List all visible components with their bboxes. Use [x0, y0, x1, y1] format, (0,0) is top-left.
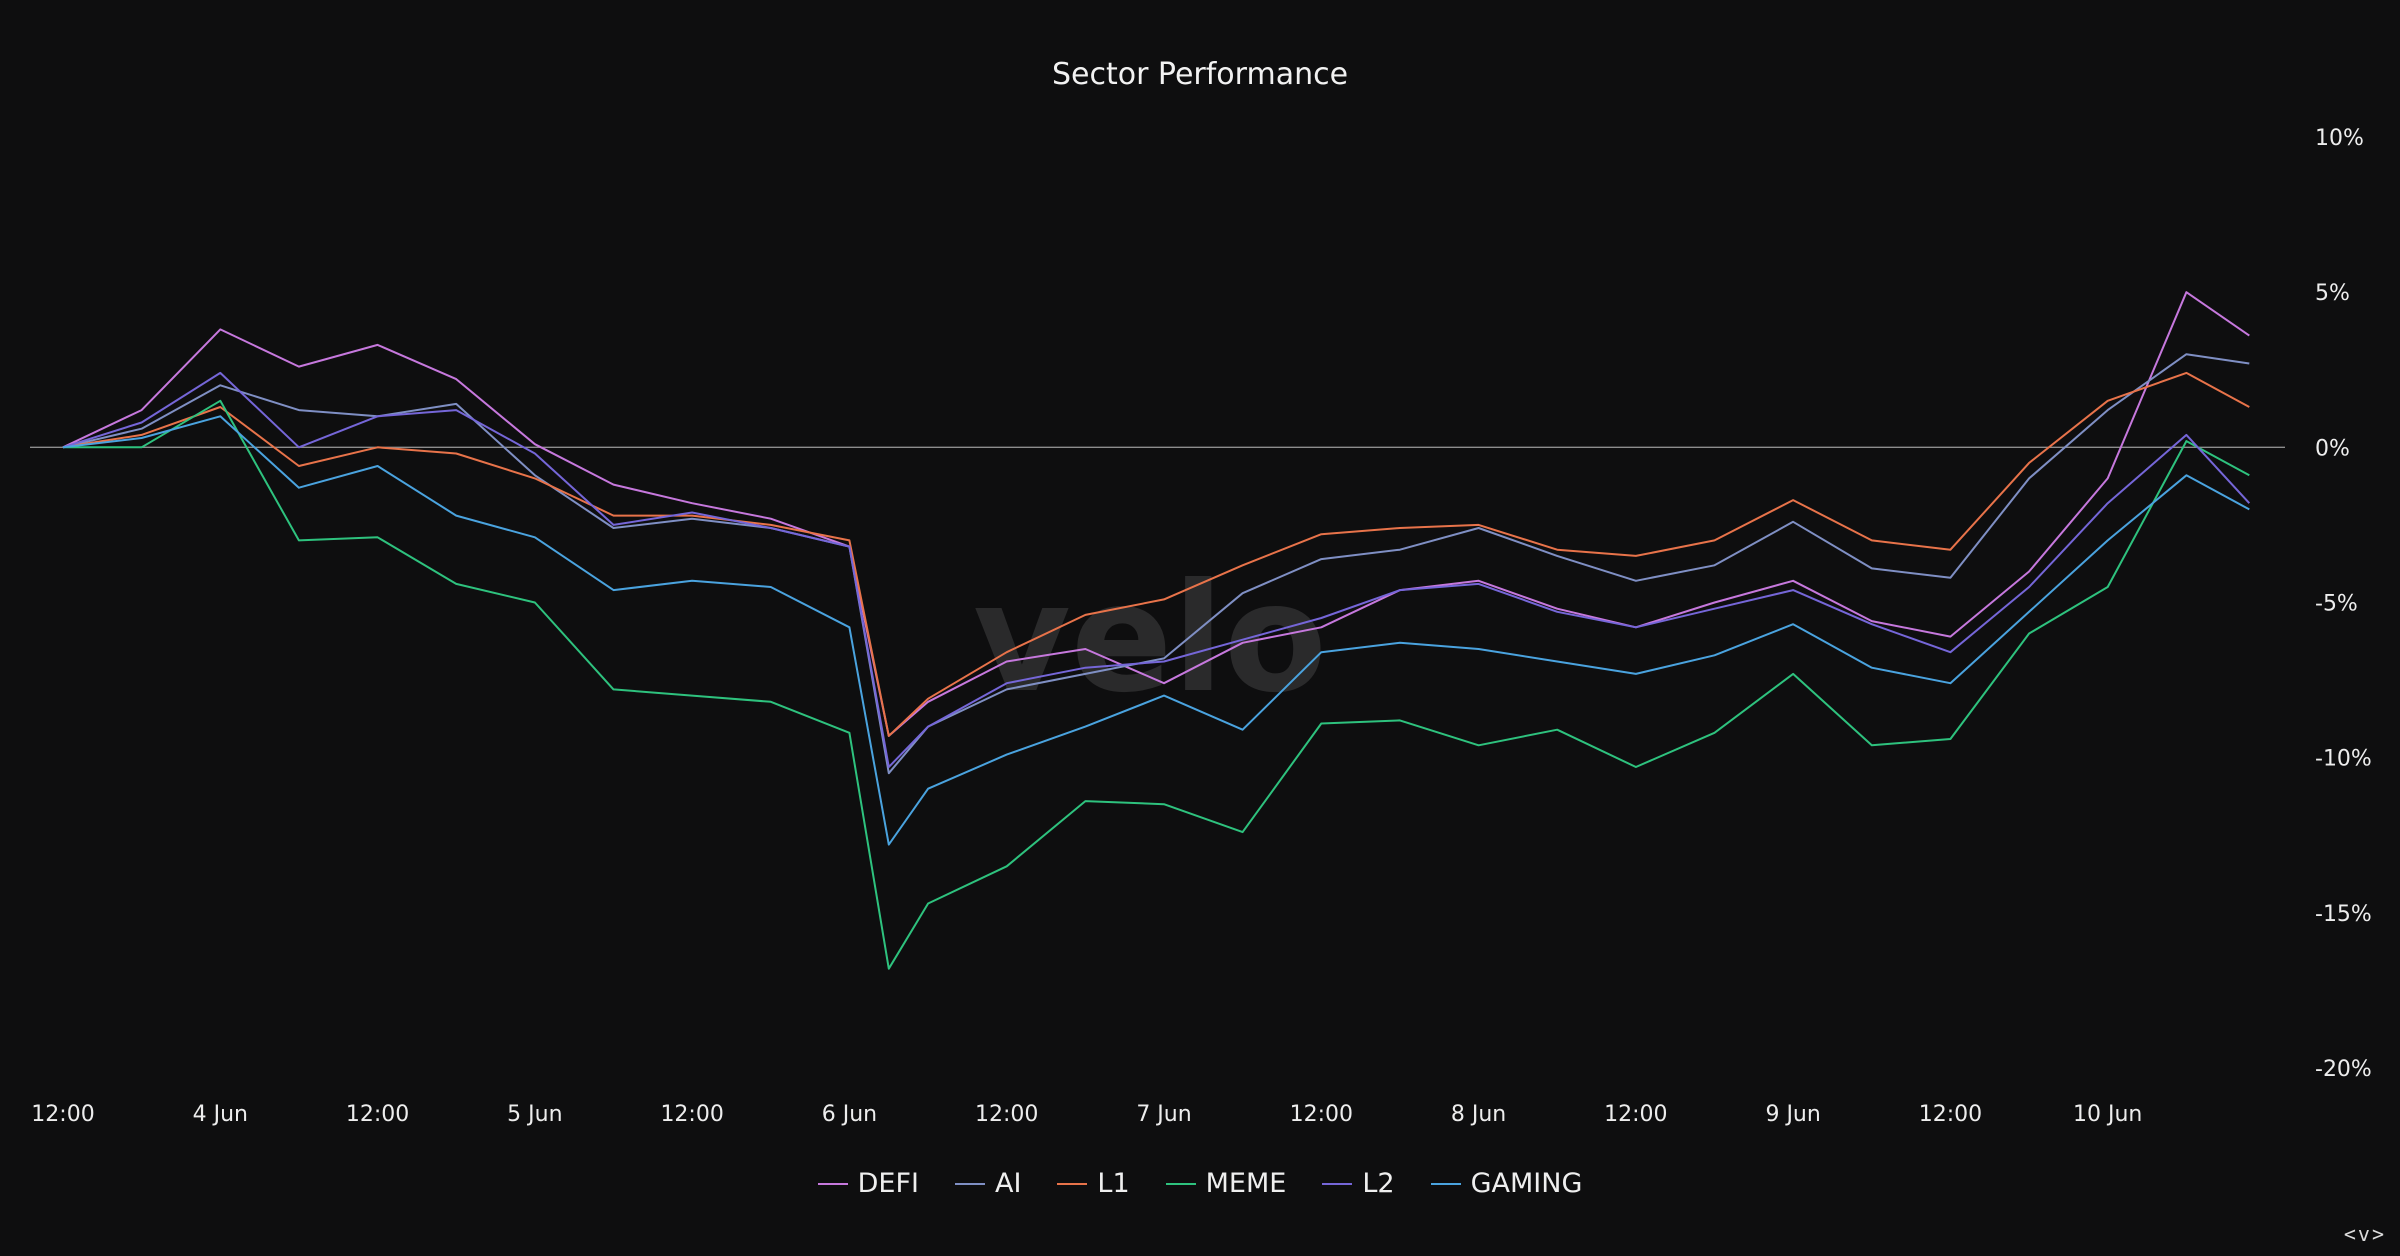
x-tick-label: 8 Jun — [1451, 1102, 1506, 1127]
y-tick-label: 0% — [2315, 436, 2350, 461]
x-tick-label: 12:00 — [1604, 1102, 1667, 1127]
legend-item-ai[interactable]: AI — [954, 1168, 1022, 1199]
y-tick-label: -15% — [2315, 902, 2372, 927]
chart-title: Sector Performance — [1052, 57, 1348, 92]
legend-item-l2[interactable]: L2 — [1322, 1168, 1395, 1199]
legend-swatch — [817, 1182, 848, 1185]
legend-label: L2 — [1362, 1168, 1395, 1199]
y-tick-label: -5% — [2315, 592, 2358, 617]
x-tick-label: 12:00 — [1290, 1102, 1353, 1127]
y-tick-label: -20% — [2315, 1057, 2372, 1082]
series-line-meme — [63, 399, 2250, 970]
legend-item-defi[interactable]: DEFI — [817, 1168, 919, 1199]
series-line-gaming — [62, 415, 2250, 846]
y-axis: 10% 5% 0% -5% -10% -15% -20% — [2315, 126, 2372, 1082]
x-tick-label: 9 Jun — [1765, 1102, 1820, 1127]
x-axis: 12:00 4 Jun 12:00 5 Jun 12:00 6 Jun 12:00 7 Jun… — [31, 1102, 2142, 1127]
series-layer — [62, 291, 2251, 970]
x-tick-label: 10 Jun — [2073, 1102, 2142, 1127]
x-tick-label: 4 Jun — [193, 1102, 248, 1127]
series-line-l1 — [62, 371, 2250, 737]
nav-toggle-button[interactable]: <v> — [2343, 1222, 2386, 1246]
legend-item-l1[interactable]: L1 — [1057, 1168, 1130, 1199]
x-tick-label: 12:00 — [346, 1102, 409, 1127]
x-tick-label: 12:00 — [660, 1102, 723, 1127]
series-line-l2 — [62, 371, 2251, 768]
legend-label: MEME — [1205, 1168, 1287, 1199]
legend-label: GAMING — [1470, 1168, 1583, 1199]
x-tick-label: 12:00 — [975, 1102, 1038, 1127]
x-tick-label: 7 Jun — [1136, 1102, 1191, 1127]
legend-swatch — [1430, 1182, 1461, 1185]
legend-label: DEFI — [857, 1168, 919, 1199]
x-tick-label: 12:00 — [1919, 1102, 1982, 1127]
x-tick-label: 6 Jun — [822, 1102, 877, 1127]
series-line-ai — [62, 353, 2250, 775]
legend-swatch — [1057, 1182, 1088, 1185]
legend-swatch — [1165, 1182, 1196, 1185]
legend-swatch — [1322, 1182, 1353, 1185]
legend-label: AI — [994, 1168, 1022, 1199]
y-tick-label: 5% — [2315, 281, 2350, 306]
x-tick-label: 5 Jun — [507, 1102, 562, 1127]
y-tick-label: -10% — [2315, 747, 2372, 772]
y-tick-label: 10% — [2315, 126, 2364, 151]
legend-item-meme[interactable]: MEME — [1165, 1168, 1287, 1199]
legend-swatch — [954, 1182, 985, 1185]
x-tick-label: 12:00 — [31, 1102, 94, 1127]
watermark: velo — [973, 552, 1327, 726]
legend: DEFI AI L1 MEME L2 GAMING — [0, 1168, 2400, 1199]
legend-label: L1 — [1097, 1168, 1130, 1199]
legend-item-gaming[interactable]: GAMING — [1430, 1168, 1583, 1199]
